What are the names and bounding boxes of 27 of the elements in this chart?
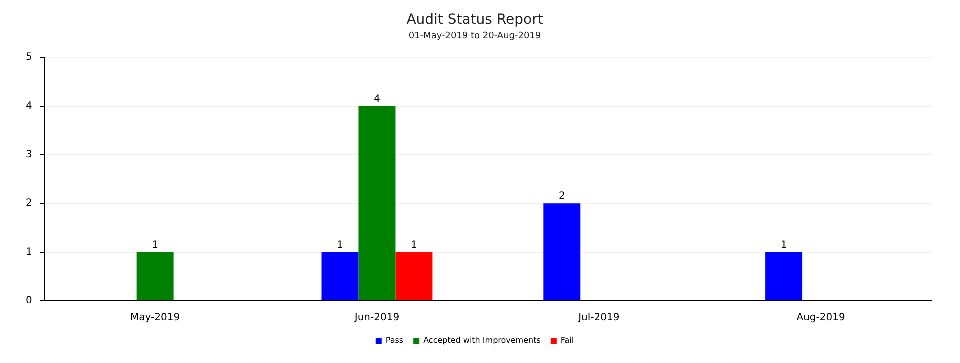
y-tick-label: 1: [26, 246, 32, 258]
bar: [322, 252, 359, 300]
bar: [136, 252, 174, 300]
bar: [766, 252, 803, 300]
legend-label: Pass: [386, 336, 404, 346]
data-label: 2: [558, 191, 566, 202]
y-tick-label: 5: [26, 52, 32, 64]
x-tick-label: Aug-2019: [796, 312, 846, 324]
data-label: 1: [152, 240, 159, 251]
bar: [544, 204, 581, 300]
bar: [358, 106, 396, 300]
chart-title: Audit Status Report: [406, 12, 544, 28]
y-tick-label: 0: [26, 296, 32, 307]
data-label: 1: [337, 240, 344, 251]
y-tick-label: 3: [26, 150, 32, 161]
x-tick-label: May-2019: [130, 312, 180, 324]
chart-subtitle: 01-May-2019 to 20-Aug-2019: [408, 32, 542, 42]
data-label: 1: [780, 240, 788, 251]
bar: [396, 252, 433, 300]
x-tick-label: Jun-2019: [354, 312, 400, 324]
data-label: 4: [374, 94, 380, 105]
data-label: 1: [411, 240, 418, 251]
y-tick-label: 4: [26, 100, 32, 112]
x-tick-label: Jul-2019: [578, 312, 620, 324]
legend-label: Fail: [560, 336, 574, 346]
y-tick-label: 2: [26, 198, 32, 210]
legend-label: Accepted with Improvements: [424, 336, 541, 346]
